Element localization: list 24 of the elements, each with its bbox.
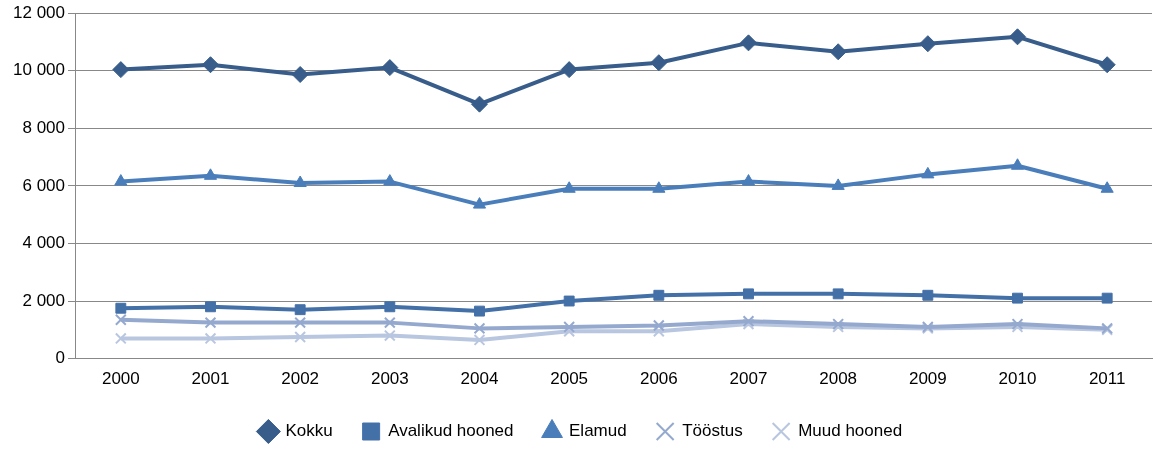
- x-tick-label: 2003: [370, 369, 409, 389]
- x-tick-label: 2005: [550, 369, 589, 389]
- x-tick-label: 2011: [1088, 369, 1126, 389]
- x-tick-label: 2009: [908, 369, 947, 389]
- x-tick-label: 2008: [819, 369, 858, 389]
- y-tick-label: 2 000: [22, 290, 65, 310]
- x-tick-label: 2002: [281, 369, 320, 389]
- legend-label: Elamud: [569, 421, 627, 441]
- legend-label: Kokku: [285, 421, 333, 441]
- legend-label: Tööstus: [682, 421, 743, 441]
- x-tick-label: 2000: [101, 369, 140, 389]
- y-tick-label: 4 000: [22, 233, 65, 253]
- y-tick-label: 0: [55, 348, 65, 368]
- y-tick-label: 8 000: [22, 118, 65, 138]
- x-tick-label: 2006: [639, 369, 678, 389]
- legend-label: Avalikud hooned: [388, 421, 514, 441]
- y-tick-label: 6 000: [22, 175, 65, 195]
- legend-label: Muud hooned: [798, 421, 903, 441]
- x-tick-label: 2001: [191, 369, 230, 389]
- x-tick-label: 2004: [460, 369, 499, 389]
- x-tick-label: 2007: [729, 369, 768, 389]
- y-tick-label: 10 000: [13, 60, 65, 80]
- y-tick-label: 12 000: [13, 2, 65, 22]
- x-tick-label: 2010: [998, 369, 1037, 389]
